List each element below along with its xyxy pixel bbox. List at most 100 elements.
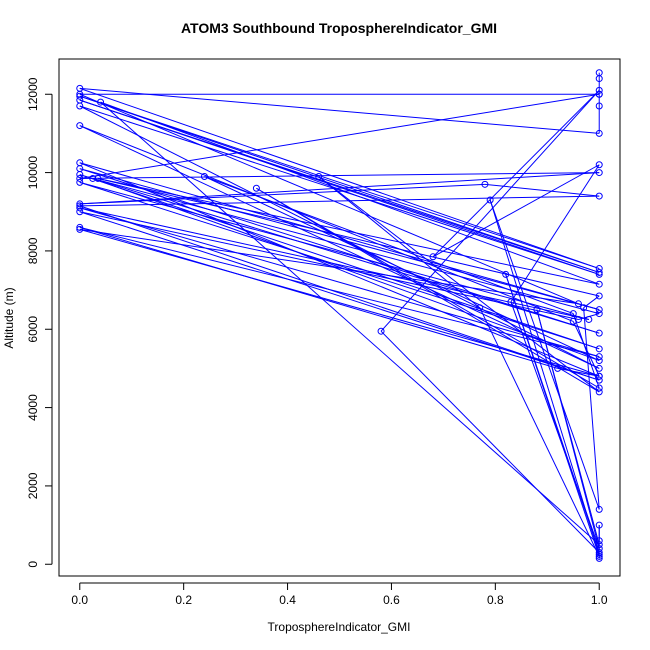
data-point bbox=[574, 300, 582, 308]
data-point bbox=[595, 90, 603, 98]
series-segment bbox=[79, 172, 600, 205]
series-segment bbox=[432, 164, 600, 258]
series-segment bbox=[92, 177, 600, 362]
data-point bbox=[574, 315, 582, 323]
y-tick-label: 2000 bbox=[26, 472, 40, 499]
y-axis-label: Altitude (m) bbox=[2, 287, 16, 348]
x-axis: 0.0 0.2 0.4 0.6 0.8 1.0 bbox=[71, 582, 608, 607]
data-point bbox=[76, 171, 84, 179]
series-segment bbox=[79, 183, 485, 205]
data-point bbox=[76, 90, 84, 98]
series-segment bbox=[79, 162, 600, 377]
series-segment bbox=[380, 330, 600, 553]
series-segment bbox=[79, 181, 589, 320]
data-point bbox=[76, 92, 84, 100]
data-point bbox=[595, 310, 603, 318]
y-tick-label: 8000 bbox=[26, 237, 40, 264]
data-point bbox=[595, 554, 603, 562]
y-tick-label: 4000 bbox=[26, 394, 40, 421]
series-segment bbox=[100, 101, 600, 285]
data-point bbox=[554, 364, 562, 372]
data-point bbox=[595, 169, 603, 177]
data-point bbox=[94, 174, 102, 182]
series-layer bbox=[76, 69, 603, 562]
data-point bbox=[595, 372, 603, 380]
series-segment bbox=[79, 211, 579, 320]
series-segment bbox=[97, 177, 600, 285]
series-segment bbox=[79, 95, 600, 270]
series-segment bbox=[256, 187, 600, 389]
data-point bbox=[595, 161, 603, 169]
data-point bbox=[533, 306, 541, 314]
data-point bbox=[595, 270, 603, 278]
data-point bbox=[595, 280, 603, 288]
data-point bbox=[595, 388, 603, 396]
series-segment bbox=[92, 177, 600, 315]
data-point bbox=[595, 357, 603, 365]
data-point bbox=[595, 86, 603, 94]
series-segment bbox=[79, 195, 600, 207]
chart-title: ATOM3 Southbound TroposphereIndicator_GM… bbox=[181, 20, 497, 36]
data-point bbox=[595, 75, 603, 83]
data-point bbox=[476, 304, 484, 312]
series-segment bbox=[79, 99, 600, 275]
x-tick-label: 1.0 bbox=[591, 593, 608, 607]
data-point bbox=[76, 204, 84, 212]
data-point bbox=[595, 102, 603, 110]
data-point bbox=[595, 505, 603, 513]
data-point bbox=[429, 253, 437, 261]
series-segment bbox=[204, 176, 600, 362]
data-point bbox=[76, 208, 84, 216]
series-segment bbox=[79, 93, 579, 305]
data-point bbox=[97, 98, 105, 106]
data-point bbox=[507, 298, 515, 306]
series-segment bbox=[536, 309, 600, 545]
series-segment bbox=[100, 101, 600, 546]
series-segment bbox=[79, 93, 600, 179]
data-point bbox=[595, 345, 603, 353]
data-point bbox=[595, 521, 603, 529]
data-point bbox=[76, 122, 84, 130]
series-segment bbox=[489, 199, 600, 510]
series-segment bbox=[432, 89, 600, 258]
data-point bbox=[76, 225, 84, 233]
x-tick-label: 0.0 bbox=[71, 593, 88, 607]
x-tick-label: 0.6 bbox=[383, 593, 400, 607]
data-point bbox=[76, 178, 84, 186]
y-tick-label: 10000 bbox=[26, 156, 40, 190]
series-segment bbox=[79, 125, 600, 369]
series-segment bbox=[79, 207, 600, 358]
data-point bbox=[595, 329, 603, 337]
data-point bbox=[76, 223, 84, 231]
data-point bbox=[486, 196, 494, 204]
x-tick-label: 0.2 bbox=[175, 593, 192, 607]
data-point bbox=[585, 315, 593, 323]
data-point bbox=[76, 174, 84, 182]
series-segment bbox=[256, 187, 600, 393]
data-point bbox=[595, 192, 603, 200]
data-point bbox=[595, 353, 603, 361]
data-point bbox=[89, 174, 97, 182]
plot-frame bbox=[58, 58, 621, 577]
data-point bbox=[569, 310, 577, 318]
data-point bbox=[76, 200, 84, 208]
series-segment bbox=[97, 177, 600, 297]
series-segment bbox=[79, 87, 600, 134]
data-point bbox=[481, 180, 489, 188]
y-tick-label: 12000 bbox=[26, 77, 40, 111]
data-point bbox=[502, 270, 510, 278]
data-point bbox=[595, 376, 603, 384]
series-segment bbox=[79, 172, 600, 179]
data-point bbox=[377, 327, 385, 335]
series-segment bbox=[583, 307, 600, 510]
data-point bbox=[595, 550, 603, 558]
series-segment bbox=[79, 211, 600, 381]
series-segment bbox=[484, 183, 600, 197]
series-segment bbox=[572, 321, 600, 377]
series-segment bbox=[79, 125, 574, 322]
series-segment bbox=[79, 228, 579, 305]
series-segment bbox=[479, 307, 600, 557]
data-point bbox=[200, 173, 208, 180]
data-point bbox=[595, 292, 603, 300]
